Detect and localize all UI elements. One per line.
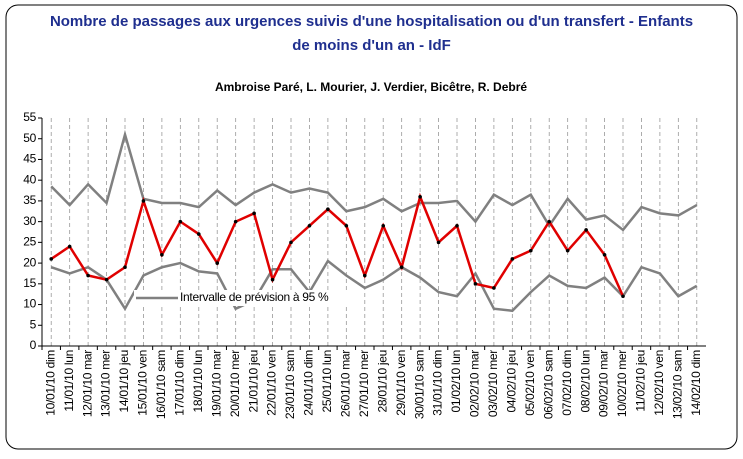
point xyxy=(381,223,386,228)
point xyxy=(621,294,625,299)
series-line xyxy=(50,259,698,313)
x-tick-label: 10/01/10 dim xyxy=(43,350,57,416)
x-tick-label: 13/01/10 mer xyxy=(99,350,113,417)
point xyxy=(104,277,109,282)
x-tick-label: 18/01/10 lun xyxy=(191,350,205,412)
x-tick-label: 13/02/10 sam xyxy=(671,350,685,419)
x-tick-label: 02/02/10 mar xyxy=(468,350,482,417)
x-tick-label: 14/02/10 dim xyxy=(689,350,703,416)
x-tick-label: 11/02/10 jeu xyxy=(634,350,648,412)
x-tick-label: 10/02/10 mer xyxy=(615,350,629,417)
point xyxy=(289,240,293,245)
point xyxy=(252,211,256,216)
x-tick-label: 22/01/10 ven xyxy=(265,350,279,416)
x-tick-label: 21/01/10 jeu xyxy=(246,350,260,412)
y-tick-label: 35 xyxy=(23,193,36,207)
x-tick-label: 08/02/10 lun xyxy=(578,350,592,412)
x-tick-label: 23/01/10 sam xyxy=(283,350,297,419)
point xyxy=(67,244,72,249)
point xyxy=(270,277,275,282)
y-tick-label: 20 xyxy=(23,255,36,269)
point xyxy=(362,273,367,278)
x-tick-label: 24/01/10 dim xyxy=(302,350,316,416)
x-tick-label: 31/01/10 dim xyxy=(431,350,445,416)
point xyxy=(455,223,459,228)
y-tick-label: 15 xyxy=(23,276,36,290)
y-tick-label: 25 xyxy=(23,235,36,249)
point xyxy=(510,257,515,261)
x-tick-label: 15/01/10 ven xyxy=(136,350,150,416)
x-tick-label: 25/01/10 lun xyxy=(320,350,334,412)
point xyxy=(547,219,552,224)
x-tick-label: 01/02/10 lun xyxy=(449,350,463,412)
x-tick-label: 12/01/10 mar xyxy=(80,350,94,417)
point xyxy=(602,253,607,257)
point xyxy=(233,219,238,224)
chart-title: Nombre de passages aux urgences suivis d… xyxy=(49,13,694,54)
point xyxy=(196,232,201,236)
legend-bg xyxy=(134,290,350,306)
x-tick-label: 11/01/10 lun xyxy=(62,350,76,412)
series-line xyxy=(50,129,698,232)
point xyxy=(215,261,220,265)
point xyxy=(326,207,330,211)
frame xyxy=(5,4,738,450)
point xyxy=(123,265,127,270)
y-tick-label: 40 xyxy=(23,172,36,186)
point xyxy=(307,223,312,228)
x-tick-label: 19/01/10 mar xyxy=(209,350,223,417)
x-tick-label: 16/01/10 sam xyxy=(154,350,168,419)
y-tick-label: 30 xyxy=(23,214,36,228)
point xyxy=(86,273,90,278)
point xyxy=(584,228,588,232)
x-tick-label: 27/01/10 mer xyxy=(357,350,371,417)
x-tick-label: 12/02/10 ven xyxy=(652,350,666,416)
point xyxy=(399,265,404,270)
point xyxy=(49,257,54,261)
point xyxy=(492,286,496,290)
y-tick-label: 50 xyxy=(23,131,36,145)
x-tick-label: 07/02/10 dim xyxy=(560,350,574,416)
point xyxy=(565,248,570,253)
series-line xyxy=(50,192,625,297)
x-tick-label: 30/01/10 sam xyxy=(412,350,426,419)
y-tick-label: 0 xyxy=(30,338,37,352)
x-tick-label: 06/02/10 sam xyxy=(541,350,555,419)
x-tick-label: 28/01/10 jeu xyxy=(375,350,389,412)
x-tick-label: 17/01/10 dim xyxy=(173,350,187,416)
point xyxy=(141,199,146,203)
y-tick-label: 45 xyxy=(23,152,36,166)
point xyxy=(344,223,349,228)
y-tick-label: 55 xyxy=(23,110,36,124)
title-box: Nombre de passages aux urgences suivis d… xyxy=(49,13,694,54)
legend-label: Intervalle de prévision à 95 % xyxy=(180,290,329,304)
x-tick-label: 03/02/10 mer xyxy=(486,350,500,417)
x-tick-label: 05/02/10 ven xyxy=(523,350,537,416)
point xyxy=(160,253,164,257)
point xyxy=(418,194,422,199)
x-tick-label: 14/01/10 jeu xyxy=(117,350,131,412)
x-tick-label: 29/01/10 ven xyxy=(394,350,408,416)
x-tick-label: 20/01/10 mer xyxy=(228,350,242,417)
y-tick-label: 5 xyxy=(30,317,37,331)
point xyxy=(436,240,441,245)
y-tick-label: 10 xyxy=(23,297,36,311)
x-tick-label: 09/02/10 mar xyxy=(597,350,611,417)
chart-subtitle: Ambroise Paré, L. Mourier, J. Verdier, B… xyxy=(215,80,527,94)
x-tick-label: 26/01/10 mar xyxy=(339,350,353,417)
x-tick-label: 04/02/10 jeu xyxy=(505,350,519,412)
point xyxy=(528,248,533,253)
point xyxy=(178,219,183,224)
point xyxy=(473,282,478,286)
